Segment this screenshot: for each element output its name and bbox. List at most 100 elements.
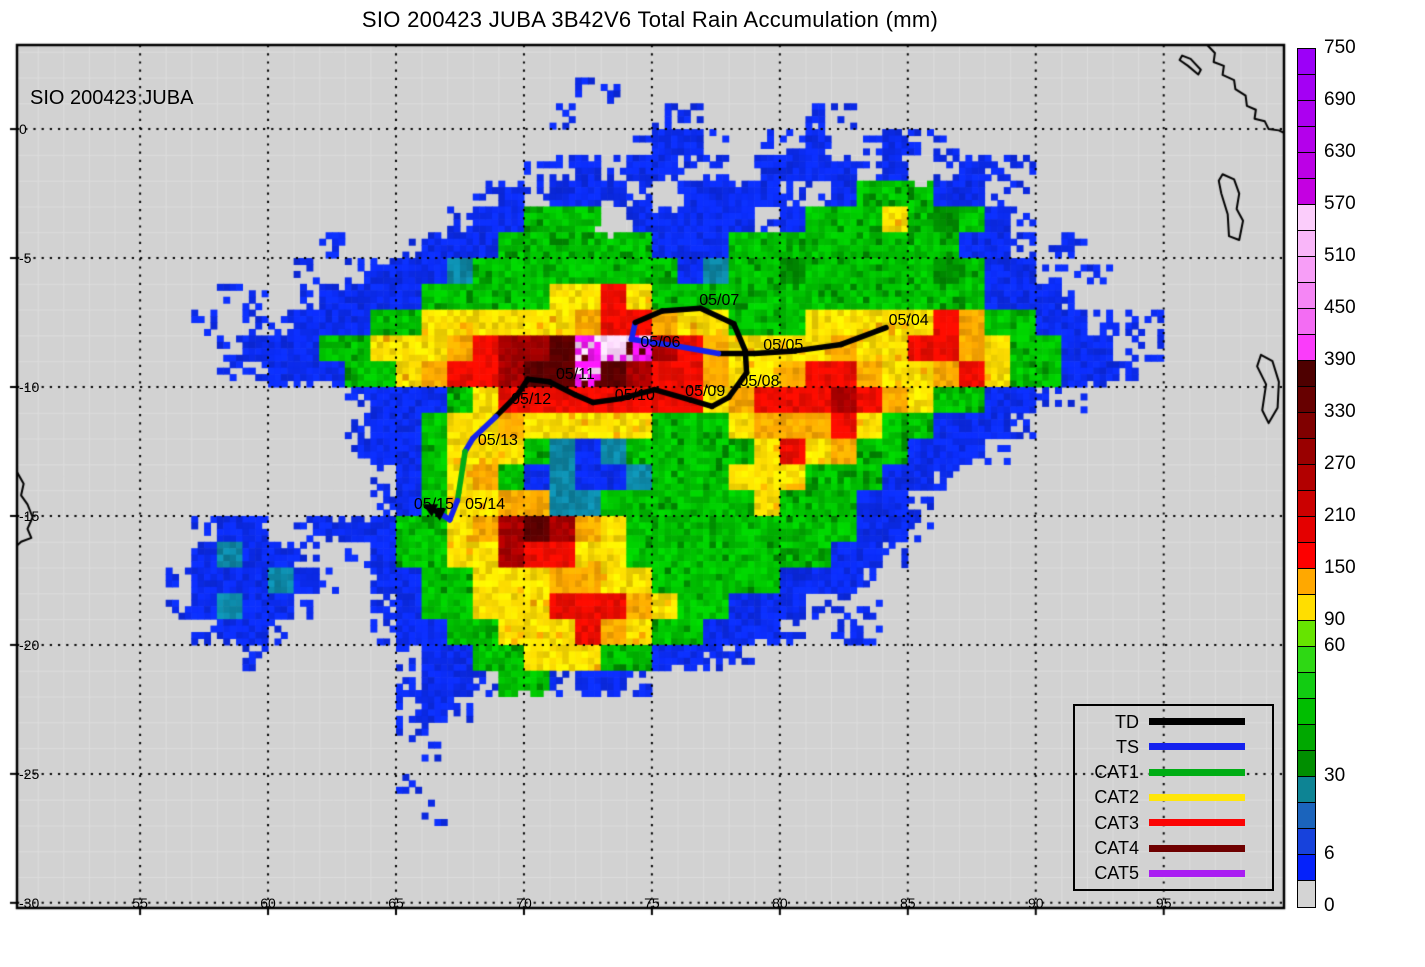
colorbar-cell — [1298, 621, 1315, 647]
colorbar-tick-label: 150 — [1324, 557, 1356, 579]
track-date-label: 05/15 — [413, 496, 454, 514]
track-date-label: 05/05 — [763, 337, 804, 355]
colorbar-cell — [1298, 855, 1315, 881]
colorbar-cell — [1298, 881, 1315, 907]
colorbar-tick-label: 90 — [1324, 609, 1346, 631]
colorbar-tick-label: 630 — [1324, 140, 1356, 162]
legend-row: TS — [1075, 737, 1272, 757]
legend-category-label: CAT4 — [1094, 838, 1139, 859]
colorbar-tick-label: 6 — [1324, 843, 1335, 864]
colorbar-cell — [1298, 127, 1315, 153]
legend-row: CAT4 — [1075, 838, 1272, 858]
lat-tick-label: -10 — [19, 379, 40, 395]
legend-line-swatch — [1149, 743, 1245, 751]
colorbar-cell — [1298, 595, 1315, 621]
colorbar-tick-label: 750 — [1324, 37, 1356, 58]
colorbar-cell — [1298, 725, 1315, 751]
legend-row: CAT2 — [1075, 787, 1272, 807]
colorbar-cell — [1298, 257, 1315, 283]
colorbar-cell — [1298, 803, 1315, 829]
storm-category-legend: TD TS CAT1 CAT2 CAT3 CAT4 CAT5 — [1073, 704, 1274, 891]
colorbar-cell — [1298, 231, 1315, 257]
legend-category-label: TS — [1115, 736, 1139, 757]
colorbar-cell — [1298, 49, 1315, 75]
colorbar-cell — [1298, 205, 1315, 231]
colorbar-cell — [1298, 543, 1315, 569]
lat-tick-label: -15 — [19, 507, 40, 524]
colorbar-cell — [1298, 335, 1315, 361]
colorbar-tick-label: 570 — [1324, 192, 1356, 214]
colorbar — [1297, 48, 1316, 908]
colorbar-tick-label: 690 — [1324, 88, 1356, 110]
colorbar-cell — [1298, 387, 1315, 413]
colorbar-cell — [1298, 283, 1315, 309]
track-date-label: 05/11 — [555, 365, 595, 383]
lon-tick-label: 60 — [260, 894, 276, 911]
track-date-label: 05/13 — [477, 431, 518, 449]
track-date-label: 05/09 — [685, 382, 726, 400]
colorbar-cell — [1298, 75, 1315, 101]
colorbar-tick-label: 210 — [1324, 505, 1356, 527]
lon-tick-label: 80 — [772, 894, 788, 911]
page-title: SIO 200423 JUBA 3B42V6 Total Rain Accumu… — [361, 7, 939, 32]
legend-line-swatch — [1149, 844, 1245, 852]
legend-category-label: TD — [1115, 711, 1139, 732]
colorbar-cell — [1298, 517, 1315, 543]
colorbar-tick-label: 510 — [1324, 244, 1356, 266]
track-date-label: 05/06 — [640, 334, 681, 352]
legend-category-label: CAT3 — [1094, 812, 1139, 833]
lat-tick-label: -25 — [19, 765, 40, 782]
colorbar-cell — [1298, 153, 1315, 179]
colorbar-cell — [1298, 699, 1315, 725]
lat-tick-label: 0 — [19, 121, 27, 138]
legend-line-swatch — [1149, 819, 1245, 827]
colorbar-cell — [1298, 465, 1315, 491]
track-date-label: 05/12 — [511, 390, 552, 408]
legend-category-label: CAT2 — [1094, 787, 1139, 808]
legend-line-swatch — [1149, 768, 1245, 776]
colorbar-cell — [1298, 569, 1315, 595]
colorbar-cell — [1298, 491, 1315, 517]
colorbar-cell — [1298, 413, 1315, 439]
lon-tick-label: 90 — [1027, 894, 1044, 911]
legend-row: CAT5 — [1075, 863, 1272, 883]
colorbar-cell — [1298, 647, 1315, 673]
lon-tick-label: 55 — [132, 894, 148, 911]
lon-tick-label: 75 — [644, 894, 660, 911]
colorbar-cell — [1298, 361, 1315, 387]
colorbar-tick-label: 30 — [1324, 765, 1346, 786]
track-date-label: 05/08 — [739, 373, 780, 391]
colorbar-cell — [1298, 309, 1315, 335]
colorbar-cell — [1298, 777, 1315, 803]
colorbar-cell — [1298, 179, 1315, 205]
lat-tick-label: -20 — [19, 636, 40, 653]
lon-tick-label: 65 — [388, 894, 404, 911]
lat-tick-label: -30 — [19, 894, 40, 911]
track-date-label: 05/07 — [699, 292, 740, 310]
legend-row: CAT3 — [1075, 813, 1272, 833]
lon-tick-label: 85 — [900, 894, 916, 911]
colorbar-tick-label: 330 — [1324, 400, 1356, 422]
lon-tick-label: 70 — [516, 894, 532, 911]
colorbar-cell — [1298, 439, 1315, 465]
colorbar-cell — [1298, 101, 1315, 127]
map-inset-label: SIO 200423 JUBA — [30, 87, 194, 109]
legend-row: CAT1 — [1075, 762, 1272, 782]
lon-tick-label: 95 — [1155, 894, 1172, 911]
colorbar-tick-label: 60 — [1324, 635, 1346, 657]
colorbar-tick-label: 450 — [1324, 296, 1356, 318]
lat-tick-label: -5 — [19, 250, 32, 267]
track-date-label: 05/14 — [465, 496, 506, 514]
legend-line-swatch — [1149, 793, 1245, 801]
legend-line-swatch — [1149, 869, 1245, 877]
colorbar-cell — [1298, 751, 1315, 777]
legend-category-label: CAT1 — [1094, 762, 1139, 783]
track-date-label: 05/10 — [614, 387, 655, 405]
track-date-label: 05/04 — [888, 312, 929, 330]
legend-category-label: CAT5 — [1094, 863, 1139, 884]
colorbar-cell — [1298, 829, 1315, 855]
colorbar-tick-label: 0 — [1324, 895, 1335, 916]
legend-row: TD — [1075, 712, 1272, 732]
